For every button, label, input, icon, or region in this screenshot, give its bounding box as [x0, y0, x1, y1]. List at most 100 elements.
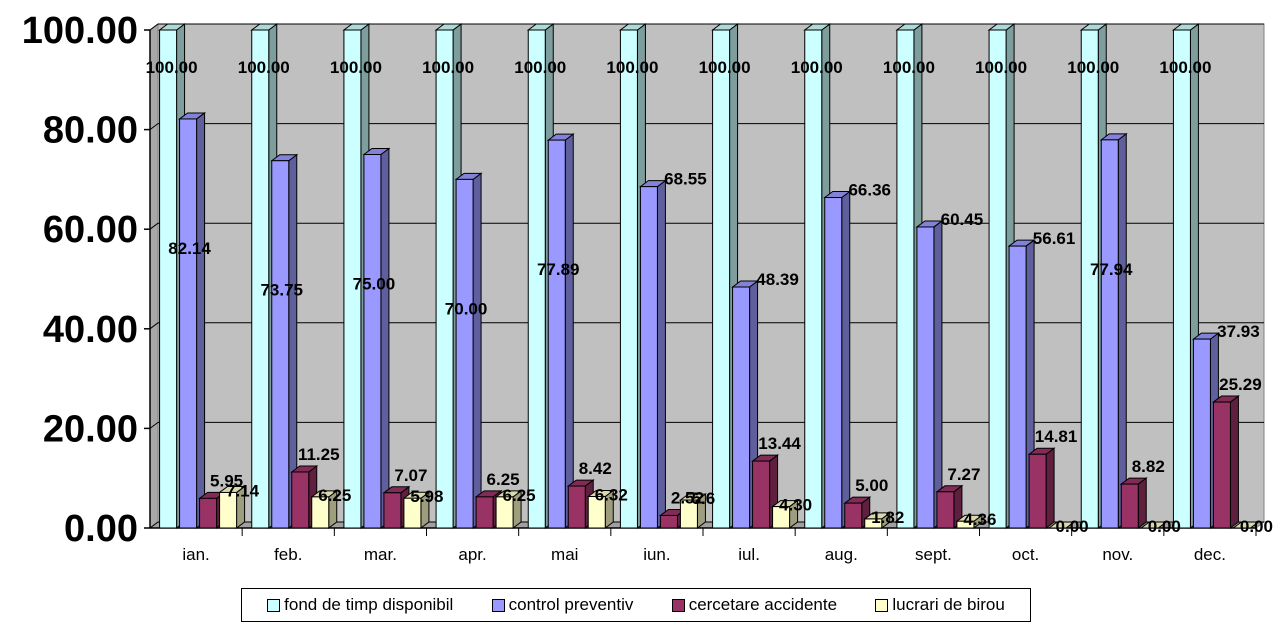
- data-label: 100.00: [1067, 58, 1119, 77]
- legend-swatch: [671, 598, 685, 612]
- legend-item: lucrari de birou: [875, 595, 1005, 615]
- bar-side: [1117, 132, 1127, 529]
- y-tick-label: 20.00: [43, 408, 138, 450]
- bar: [844, 502, 863, 529]
- gridline-depth: [149, 322, 159, 330]
- data-label: 100.00: [238, 58, 290, 77]
- bar-side: [380, 147, 390, 529]
- bar: [1008, 245, 1027, 529]
- data-label: 66.36: [848, 181, 891, 200]
- bar: [291, 471, 310, 529]
- bar-side: [196, 111, 206, 529]
- bar: [712, 29, 731, 529]
- bar: [1192, 338, 1211, 529]
- y-tick-label: 60.00: [43, 209, 138, 251]
- bar: [1120, 483, 1139, 529]
- bar: [547, 139, 566, 529]
- legend-item: fond de timp disponibil: [267, 595, 453, 615]
- bar: [1100, 139, 1119, 529]
- x-tick-label: feb.: [274, 545, 302, 564]
- bar: [864, 518, 883, 529]
- x-tick-label: nov.: [1102, 545, 1133, 564]
- data-label: 4.36: [963, 510, 996, 529]
- bar: [199, 497, 218, 529]
- legend: fond de timp disponibil control preventiv…: [241, 588, 1031, 622]
- data-label: 77.94: [1090, 260, 1133, 279]
- data-label: 6.32: [595, 486, 628, 505]
- bar: [1212, 401, 1231, 529]
- data-label: 7.14: [226, 481, 260, 500]
- data-label: 100.00: [975, 58, 1027, 77]
- data-label: 70.00: [445, 299, 488, 318]
- bar: [936, 491, 955, 529]
- bar: [988, 29, 1007, 529]
- x-tick-label: aug.: [825, 545, 858, 564]
- bar: [219, 491, 238, 529]
- legend-swatch: [491, 598, 505, 612]
- data-label: 100.00: [1159, 58, 1211, 77]
- bar-top: [1139, 521, 1168, 529]
- gridline-depth: [149, 222, 159, 230]
- data-label: 100.00: [422, 58, 474, 77]
- bar: [435, 29, 454, 529]
- bar-side: [1229, 395, 1239, 529]
- data-label: 25.29: [1219, 375, 1262, 394]
- bar: [896, 29, 915, 529]
- x-tick-label: iun.: [643, 545, 670, 564]
- bar: [916, 226, 935, 529]
- data-label: 6.25: [318, 486, 351, 505]
- data-label: 100.00: [606, 58, 658, 77]
- x-tick-label: iul.: [738, 545, 760, 564]
- bar: [495, 496, 514, 529]
- bar: [403, 497, 422, 529]
- data-label: 2.52: [671, 488, 704, 507]
- bar: [343, 29, 362, 529]
- bar: [679, 499, 698, 529]
- bar-side: [933, 219, 943, 529]
- bar-side: [841, 190, 851, 529]
- data-label: 100.00: [146, 58, 198, 77]
- legend-label: fond de timp disponibil: [284, 595, 454, 614]
- data-label: 75.00: [353, 275, 396, 294]
- data-label: 73.75: [260, 281, 303, 300]
- x-tick-label: dec.: [1194, 545, 1226, 564]
- data-label: 82.14: [168, 239, 211, 258]
- bar-side: [1137, 477, 1147, 529]
- legend-item: cercetare accidente: [671, 595, 838, 615]
- legend-swatch: [875, 598, 889, 612]
- data-label: 48.39: [756, 270, 799, 289]
- bar: [311, 496, 330, 529]
- bar: [567, 485, 586, 529]
- data-label: 4.30: [779, 496, 812, 515]
- data-label: 1.82: [871, 508, 904, 527]
- bar: [475, 496, 494, 529]
- bar: [824, 197, 843, 529]
- data-label: 7.07: [394, 466, 427, 485]
- y-tick-label: 0.00: [64, 508, 138, 550]
- legend-label: lucrari de birou: [892, 595, 1005, 614]
- bar: [159, 29, 178, 529]
- legend-label: cercetare accidente: [688, 595, 838, 614]
- data-label: 8.82: [1132, 457, 1165, 476]
- bar: [363, 154, 382, 529]
- bar: [179, 118, 198, 529]
- bar: [619, 29, 638, 529]
- bar-side: [656, 179, 666, 529]
- data-label: 56.61: [1033, 229, 1076, 248]
- data-label: 60.45: [941, 210, 984, 229]
- bar-side: [564, 133, 574, 529]
- bar-top: [1047, 521, 1076, 529]
- bar: [752, 460, 771, 529]
- data-label: 68.55: [664, 170, 707, 189]
- bar: [383, 492, 402, 529]
- data-label: 100.00: [699, 58, 751, 77]
- bar: [804, 29, 823, 529]
- data-label: 0.00: [1148, 517, 1181, 536]
- gridline-depth: [149, 421, 159, 429]
- data-label: 13.44: [758, 434, 801, 453]
- bar: [956, 520, 975, 529]
- x-tick-label: mar.: [364, 545, 397, 564]
- bar: [772, 506, 791, 529]
